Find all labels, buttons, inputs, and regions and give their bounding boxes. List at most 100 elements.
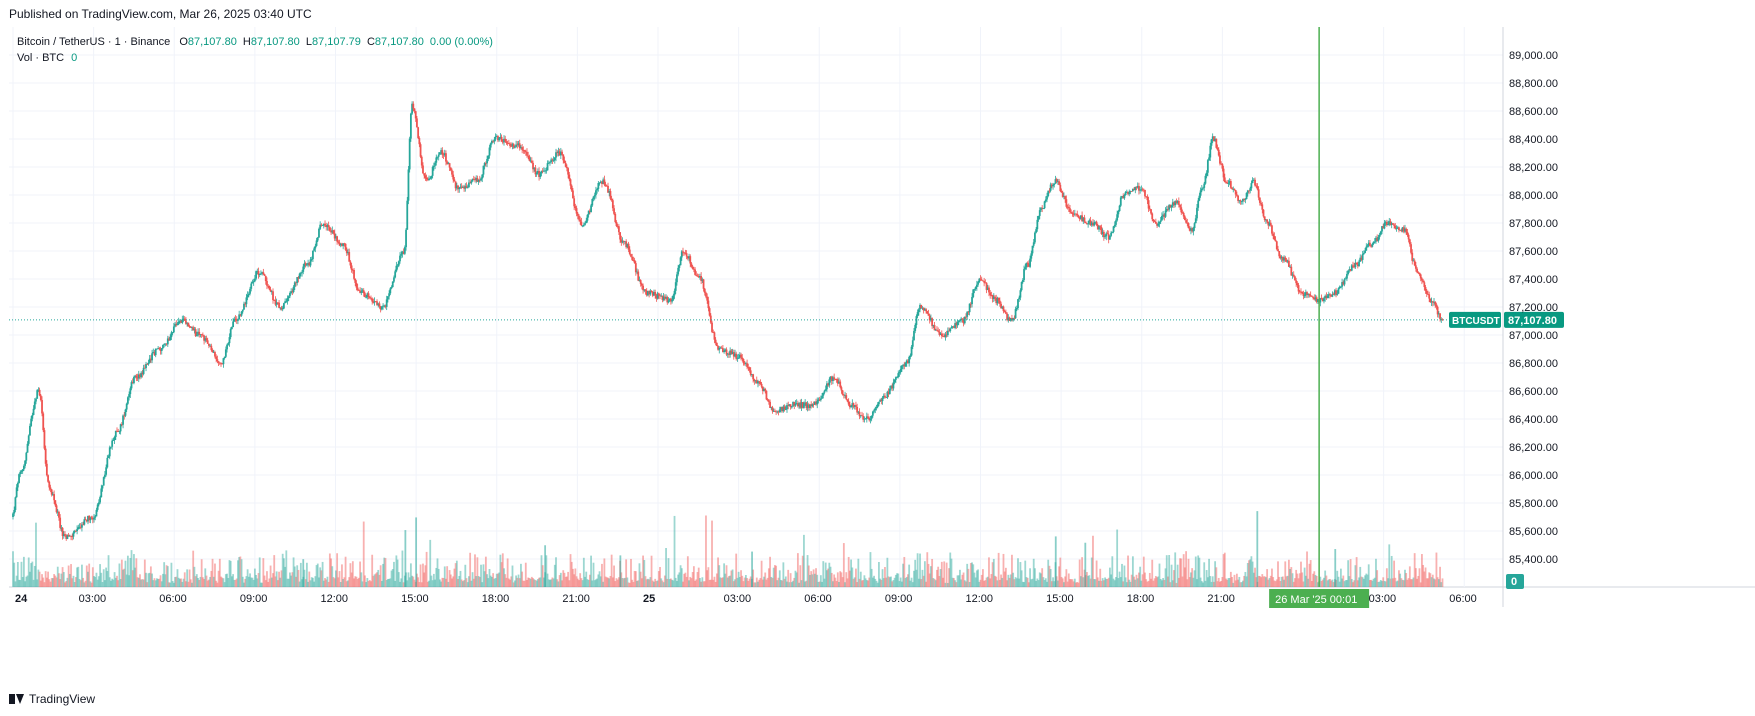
volume-bar — [170, 562, 173, 587]
candle-up — [1158, 221, 1161, 224]
candle-up — [673, 290, 676, 296]
candle-up — [1034, 232, 1036, 243]
volume-bar — [1326, 580, 1329, 587]
candle-up — [1119, 197, 1122, 206]
footer-brand[interactable]: TradingView — [9, 692, 95, 706]
candle-up — [844, 395, 846, 396]
candle-down — [752, 374, 755, 380]
volume-bar — [1360, 576, 1363, 587]
volume-bar — [979, 579, 982, 587]
volume-bar — [1237, 579, 1239, 587]
candle-down — [842, 394, 845, 396]
candle-up — [1131, 189, 1134, 192]
volume-bar — [897, 573, 900, 587]
volume-bar — [670, 578, 672, 587]
volume-bar — [1422, 564, 1425, 587]
candle-down — [1370, 245, 1373, 247]
volume-bar — [440, 581, 443, 587]
volume-bar — [1175, 582, 1178, 587]
volume-bar — [32, 579, 35, 587]
volume-bar — [944, 582, 947, 587]
candle-up — [251, 282, 254, 284]
volume-bar — [832, 581, 834, 587]
volume-bar — [922, 575, 925, 587]
candle-up — [1317, 299, 1319, 302]
candle-up — [409, 113, 412, 139]
volume-bar — [1244, 571, 1247, 587]
volume-bar — [227, 577, 230, 587]
volume-bar — [676, 581, 678, 587]
candle-up — [1116, 214, 1119, 221]
candle-up — [792, 401, 794, 407]
volume-bar — [1069, 579, 1071, 587]
candle-down — [201, 334, 204, 336]
candle-down — [1258, 197, 1261, 203]
candle-down — [355, 282, 358, 288]
candle-up — [174, 323, 176, 327]
volume-bar — [1023, 582, 1025, 587]
volume-bar — [424, 565, 427, 587]
candle-down — [446, 161, 449, 164]
candle-down — [1330, 294, 1333, 297]
volume-bar — [100, 572, 103, 587]
volume-bar — [480, 564, 482, 587]
candle-up — [559, 151, 562, 156]
candle-down — [1004, 312, 1007, 314]
volume-bar — [1177, 577, 1180, 587]
candle-up — [915, 316, 918, 325]
candle-down — [764, 388, 767, 391]
volume-bar — [552, 578, 555, 587]
candle-down — [1356, 264, 1359, 267]
candle-down — [117, 431, 120, 432]
volume-bar — [994, 575, 996, 587]
candle-up — [649, 290, 652, 295]
volume-bar — [692, 566, 695, 587]
volume-bar — [811, 574, 814, 587]
volume-bar — [1148, 572, 1151, 587]
volume-bar — [182, 578, 185, 587]
candle-up — [511, 144, 514, 147]
candle-up — [1238, 200, 1241, 202]
volume-bar — [747, 580, 750, 587]
candle-up — [1014, 309, 1017, 319]
candle-up — [865, 416, 868, 419]
chart-frame[interactable]: BTCUSDT 87,107.80 0 26 Mar '25 00:01 85,400… — [9, 27, 1755, 677]
volume-bar — [47, 571, 49, 587]
volume-bar — [516, 577, 519, 587]
volume-bar — [117, 580, 120, 587]
volume-bar — [853, 577, 856, 587]
volume-bar — [129, 557, 132, 587]
volume-bar — [523, 580, 526, 587]
volume-bar — [943, 561, 946, 587]
volume-bar — [1027, 582, 1030, 587]
candle-up — [1344, 278, 1347, 280]
candle-up — [401, 251, 404, 255]
candle-down — [1418, 272, 1421, 275]
volume-bar — [1319, 576, 1322, 587]
volume-bar — [562, 570, 565, 587]
candle-up — [557, 151, 560, 153]
volume-bar — [1168, 554, 1171, 587]
candle-up — [803, 403, 805, 408]
candle-down — [1222, 168, 1225, 178]
volume-bar — [749, 576, 752, 587]
volume-bar — [815, 568, 817, 587]
volume-bar — [371, 554, 374, 587]
volume-bar — [147, 573, 150, 587]
volume-bar — [782, 562, 785, 587]
candle-up — [164, 343, 167, 345]
volume-bar — [795, 572, 798, 587]
volume-bar — [1250, 556, 1253, 587]
candle-down — [1297, 285, 1300, 292]
volume-bar — [120, 559, 123, 587]
candle-down — [1180, 207, 1183, 213]
candle-down — [551, 159, 554, 161]
volume-bar — [239, 556, 242, 587]
y-tick-label: 88,400.00 — [1509, 134, 1558, 146]
candle-up — [549, 161, 551, 163]
volume-bar — [1290, 567, 1293, 587]
volume-bar — [858, 578, 861, 587]
candle-down — [1256, 186, 1259, 190]
candle-down — [695, 274, 698, 276]
